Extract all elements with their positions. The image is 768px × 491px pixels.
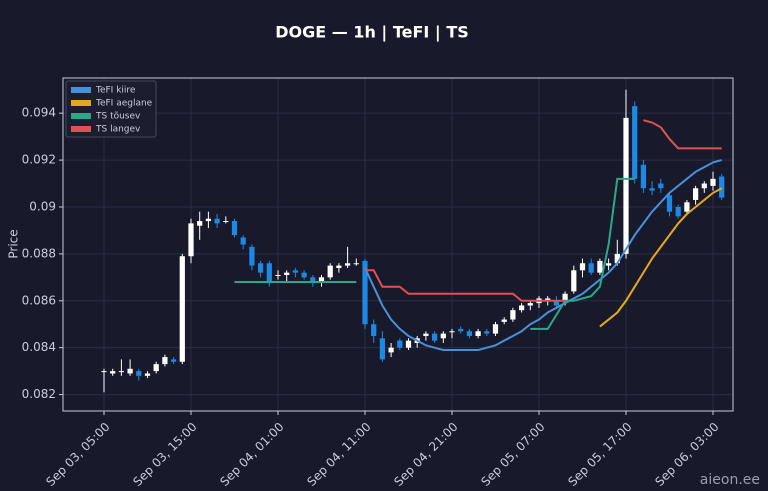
y-tick-label: 0.082: [22, 387, 56, 401]
legend-label: TeFI kiire: [95, 86, 136, 96]
y-tick-label: 0.092: [22, 153, 56, 167]
candle-body: [136, 371, 142, 376]
candle-body: [371, 324, 377, 336]
candle-body: [240, 237, 246, 245]
chart-title: DOGE — 1h | TeFI | TS: [275, 23, 469, 43]
candle-body: [492, 324, 499, 334]
candle-body: [649, 188, 655, 191]
candle-body: [353, 263, 359, 265]
legend-box: [65, 80, 157, 138]
candle-body: [110, 371, 116, 374]
candle-body: [466, 331, 473, 336]
candle-body: [518, 305, 525, 311]
candle-body: [162, 357, 168, 365]
y-tick-label: 0.086: [22, 293, 56, 307]
candle-body: [605, 263, 612, 266]
legend-label: TeFI aeglane: [95, 99, 153, 109]
candle-body: [571, 270, 577, 292]
candle-body: [284, 272, 290, 275]
candle-body: [597, 260, 603, 273]
candle-body: [153, 364, 159, 372]
candle-body: [127, 368, 133, 374]
y-tick-label: 0.088: [22, 246, 56, 260]
candle-body: [475, 331, 481, 336]
candle-body: [214, 218, 220, 224]
indicator-line: [364, 159, 722, 352]
legend-swatch: [71, 126, 91, 132]
candle-body: [501, 319, 507, 322]
candle-body: [675, 206, 681, 217]
y-tick-label: 0.084: [22, 340, 56, 354]
candle-body: [179, 256, 185, 362]
candle-body: [614, 253, 620, 264]
candle-body: [710, 178, 716, 186]
candle-body: [458, 328, 464, 332]
candle-body: [684, 202, 690, 212]
candle-body: [440, 333, 446, 339]
candle-body: [144, 373, 151, 376]
candle-body: [318, 277, 325, 283]
candle-body: [197, 221, 203, 226]
legend-swatch: [71, 113, 91, 119]
indicator-line: [234, 177, 635, 330]
candle-body: [719, 176, 725, 198]
candle-body: [188, 223, 194, 257]
y-tick-label: 0.094: [22, 106, 56, 120]
watermark: aieon.ee: [700, 472, 760, 488]
candle-body: [658, 183, 664, 189]
y-axis-label: Price: [7, 229, 21, 258]
candle-body: [553, 300, 560, 306]
candle-body: [579, 263, 586, 271]
candle-body: [423, 333, 429, 336]
candle-body: [632, 106, 638, 179]
candle-body: [362, 260, 368, 325]
legend-swatch: [71, 87, 91, 93]
candle-body: [205, 218, 212, 222]
candle-body: [484, 331, 490, 334]
candle-body: [257, 263, 264, 273]
candle-body: [405, 340, 412, 348]
candle-body: [231, 221, 238, 236]
candle-body: [336, 265, 342, 268]
plot-frame: [62, 77, 734, 412]
candle-body: [431, 333, 438, 341]
candle-body: [449, 331, 455, 333]
candle-body: [301, 272, 307, 278]
y-tick-label: 0.09: [29, 199, 56, 213]
legend-swatch: [71, 100, 91, 106]
candle-body: [118, 371, 125, 373]
candle-body: [379, 338, 386, 360]
candle-body: [266, 263, 272, 283]
candle-body: [223, 221, 229, 223]
candle-body: [562, 293, 568, 301]
candle-body: [101, 371, 107, 373]
candle-body: [623, 117, 629, 254]
candle-body: [701, 183, 707, 189]
candle-body: [640, 164, 647, 189]
candle-body: [545, 298, 551, 301]
candle-body: [292, 270, 299, 273]
legend-label: TS langev: [95, 125, 141, 135]
candle-body: [588, 263, 594, 273]
candle-body: [327, 265, 333, 278]
candle-body: [510, 310, 516, 320]
candle-body: [666, 195, 673, 212]
candle-body: [527, 303, 533, 306]
candle-body: [388, 347, 394, 353]
indicator-line: [365, 119, 722, 302]
candle-body: [170, 359, 177, 362]
indicator-line: [599, 187, 723, 328]
candle-body: [344, 263, 351, 266]
candle-body: [249, 246, 255, 266]
candle-body: [275, 274, 281, 276]
legend-label: TS tõusev: [95, 112, 141, 122]
candle-body: [310, 277, 316, 283]
candle-body: [692, 188, 699, 200]
candle-body: [397, 340, 403, 348]
